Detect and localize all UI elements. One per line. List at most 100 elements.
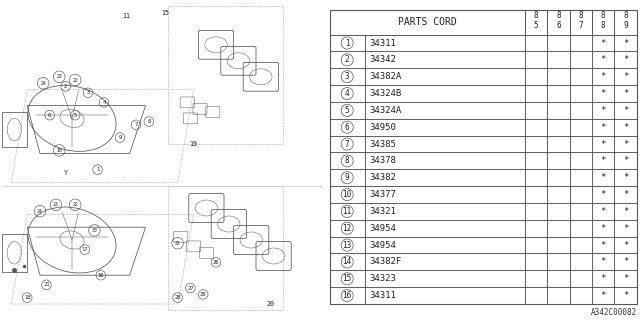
Text: 34311: 34311 (370, 38, 397, 48)
Bar (547, 253, 570, 270)
Text: 34378: 34378 (370, 156, 397, 165)
Bar (592, 85, 614, 102)
Text: *: * (623, 106, 628, 115)
Bar (547, 85, 570, 102)
Text: *: * (600, 38, 606, 48)
Text: 26: 26 (212, 260, 220, 265)
Text: *: * (600, 106, 606, 115)
Text: *: * (623, 55, 628, 64)
Text: 3: 3 (86, 90, 90, 95)
Text: 8: 8 (345, 156, 349, 165)
Text: 4: 4 (102, 100, 106, 105)
Text: 6: 6 (556, 21, 561, 30)
Bar (365, 270, 525, 287)
Bar (570, 169, 592, 186)
Text: 5: 5 (345, 106, 349, 115)
Bar (570, 136, 592, 152)
Bar (614, 203, 637, 220)
Bar (614, 52, 637, 68)
Text: 11: 11 (122, 13, 131, 19)
Bar (570, 253, 592, 270)
Text: 6: 6 (48, 113, 51, 118)
Bar (570, 237, 592, 253)
Bar (365, 186, 525, 203)
Bar (365, 85, 525, 102)
Bar (365, 35, 525, 52)
Text: 20: 20 (266, 301, 275, 307)
Bar (547, 35, 570, 52)
Bar (525, 10, 547, 35)
Bar (592, 169, 614, 186)
Text: 18: 18 (24, 295, 31, 300)
Text: 34382F: 34382F (370, 257, 402, 267)
Bar (570, 85, 592, 102)
Bar (525, 102, 547, 119)
Text: *: * (600, 89, 606, 98)
Text: 3: 3 (345, 72, 349, 81)
Bar (547, 68, 570, 85)
Text: 7: 7 (345, 140, 349, 148)
Text: 2: 2 (64, 84, 67, 89)
Text: 9: 9 (623, 21, 628, 30)
Text: *: * (623, 123, 628, 132)
Bar (592, 253, 614, 270)
Text: 27: 27 (187, 285, 194, 291)
Bar (330, 136, 365, 152)
Text: 34324B: 34324B (370, 89, 402, 98)
Bar (614, 287, 637, 304)
Bar (614, 10, 637, 35)
Text: *: * (623, 241, 628, 250)
Bar (330, 220, 365, 237)
Text: 22: 22 (72, 77, 78, 83)
Bar (614, 237, 637, 253)
Bar (365, 152, 525, 169)
Bar (330, 270, 365, 287)
Bar (592, 237, 614, 253)
Text: *: * (600, 140, 606, 148)
Bar (614, 220, 637, 237)
Bar (525, 287, 547, 304)
Bar (592, 270, 614, 287)
Text: *: * (623, 257, 628, 267)
Bar (592, 287, 614, 304)
Text: 25: 25 (175, 241, 180, 246)
Bar (614, 186, 637, 203)
Bar (365, 203, 525, 220)
Bar (614, 169, 637, 186)
Bar (614, 270, 637, 287)
Text: 29: 29 (200, 292, 207, 297)
Bar (614, 68, 637, 85)
Text: 5: 5 (534, 21, 538, 30)
Text: 34311: 34311 (370, 291, 397, 300)
Text: 30: 30 (92, 228, 97, 233)
Text: 28: 28 (174, 295, 181, 300)
Text: 14: 14 (342, 257, 352, 267)
Bar (330, 253, 365, 270)
Text: *: * (600, 173, 606, 182)
Bar (547, 270, 570, 287)
Bar (547, 152, 570, 169)
Text: 16: 16 (97, 273, 104, 278)
Text: *: * (600, 123, 606, 132)
Text: 8: 8 (623, 11, 628, 20)
Text: *: * (600, 55, 606, 64)
Text: *: * (600, 291, 606, 300)
Text: 34950: 34950 (370, 123, 397, 132)
Text: 34321: 34321 (370, 207, 397, 216)
Text: *: * (623, 224, 628, 233)
Text: 5: 5 (74, 113, 77, 118)
Bar (592, 10, 614, 35)
Text: *: * (600, 207, 606, 216)
Bar (525, 237, 547, 253)
Bar (614, 253, 637, 270)
Bar (525, 220, 547, 237)
Text: 15: 15 (161, 10, 169, 16)
Bar (592, 220, 614, 237)
Text: *: * (600, 72, 606, 81)
Bar (525, 136, 547, 152)
Bar (330, 68, 365, 85)
Text: 9: 9 (345, 173, 349, 182)
Text: *: * (623, 140, 628, 148)
Text: *: * (623, 38, 628, 48)
Bar (525, 186, 547, 203)
